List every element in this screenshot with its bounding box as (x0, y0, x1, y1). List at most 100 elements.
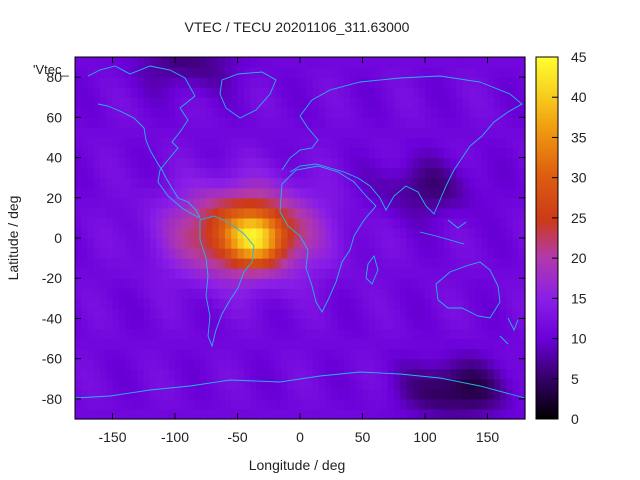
heatmap-cell (356, 288, 364, 299)
heatmap-cell (406, 308, 414, 320)
heatmap-cell (200, 278, 207, 289)
heatmap-cell (281, 57, 289, 68)
heatmap-cell (250, 137, 257, 149)
heatmap-cell (218, 77, 226, 88)
heatmap-cell (200, 368, 207, 380)
heatmap-cell (118, 217, 126, 229)
heatmap-cell (300, 137, 307, 149)
heatmap-cell (425, 378, 432, 390)
heatmap-cell (300, 147, 307, 159)
heatmap-cell (437, 398, 445, 410)
heatmap-cell (418, 137, 426, 149)
heatmap-cell (350, 288, 357, 299)
heatmap-cell (218, 187, 226, 199)
heatmap-cell (500, 207, 507, 219)
heatmap-cell (262, 408, 270, 420)
heatmap-cell (400, 77, 407, 88)
heatmap-cell (518, 217, 526, 229)
heatmap-cell (93, 227, 101, 239)
heatmap-cell (168, 87, 176, 98)
heatmap-cell (212, 358, 220, 370)
heatmap-cell (218, 258, 226, 269)
heatmap-cell (343, 248, 351, 259)
heatmap-cell (406, 97, 414, 108)
heatmap-cell (331, 328, 339, 340)
heatmap-cell (462, 117, 470, 128)
heatmap-cell (181, 288, 189, 299)
heatmap-cell (475, 107, 482, 118)
heatmap-cell (162, 308, 170, 320)
heatmap-cell (450, 408, 457, 420)
heatmap-cell (231, 137, 239, 149)
heatmap-cell (387, 298, 395, 309)
heatmap-cell (325, 127, 332, 139)
heatmap-cell (500, 157, 507, 169)
heatmap-cell (206, 248, 214, 259)
heatmap-cell (187, 388, 195, 400)
heatmap-cell (325, 388, 332, 400)
heatmap-cell (518, 248, 526, 259)
heatmap-cell (187, 87, 195, 98)
heatmap-cell (243, 368, 251, 380)
heatmap-cell (162, 328, 170, 340)
heatmap-cell (125, 388, 132, 400)
heatmap-cell (168, 177, 176, 189)
heatmap-cell (450, 147, 457, 159)
heatmap-cell (387, 388, 395, 400)
heatmap-cell (362, 187, 370, 199)
heatmap-cell (237, 238, 245, 249)
heatmap-cell (162, 408, 170, 420)
heatmap-cell (187, 268, 195, 279)
heatmap-cell (418, 388, 426, 400)
heatmap-cell (81, 217, 89, 229)
heatmap-cell (400, 378, 407, 390)
heatmap-cell (106, 258, 114, 269)
heatmap-cell (137, 97, 145, 108)
heatmap-cell (312, 227, 320, 239)
heatmap-cell (431, 348, 439, 360)
heatmap-cell (137, 348, 145, 360)
heatmap-cell (356, 197, 364, 209)
heatmap-cell (156, 268, 164, 279)
heatmap-cell (425, 227, 432, 239)
heatmap-cell (300, 157, 307, 169)
heatmap-cell (168, 328, 176, 340)
heatmap-cell (218, 227, 226, 239)
heatmap-cell (356, 157, 364, 169)
heatmap-cell (187, 177, 195, 189)
heatmap-cell (87, 398, 95, 410)
heatmap-cell (250, 258, 257, 269)
heatmap-cell (156, 238, 164, 249)
heatmap-cell (287, 157, 295, 169)
heatmap-cell (462, 157, 470, 169)
heatmap-cell (168, 258, 176, 269)
heatmap-cell (412, 358, 420, 370)
heatmap-cell (381, 117, 389, 128)
heatmap-cell (450, 57, 457, 68)
heatmap-cell (118, 238, 126, 249)
heatmap-cell (243, 187, 251, 199)
heatmap-cell (506, 278, 514, 289)
heatmap-cell (81, 268, 89, 279)
heatmap-cell (131, 268, 139, 279)
heatmap-cell (212, 378, 220, 390)
heatmap-cell (243, 157, 251, 169)
heatmap-cell (393, 378, 401, 390)
heatmap-cell (393, 318, 401, 330)
heatmap-cell (93, 207, 101, 219)
heatmap-cell (475, 197, 482, 209)
heatmap-cell (462, 187, 470, 199)
heatmap-cell (406, 388, 414, 400)
heatmap-cell (318, 338, 326, 350)
heatmap-cell (368, 67, 376, 78)
heatmap-cell (143, 408, 151, 420)
heatmap-cell (275, 217, 282, 229)
heatmap-cell (187, 358, 195, 370)
heatmap-cell (218, 238, 226, 249)
heatmap-cell (81, 398, 89, 410)
heatmap-cell (356, 227, 364, 239)
heatmap-cell (300, 268, 307, 279)
heatmap-cell (437, 288, 445, 299)
heatmap-cell (368, 388, 376, 400)
